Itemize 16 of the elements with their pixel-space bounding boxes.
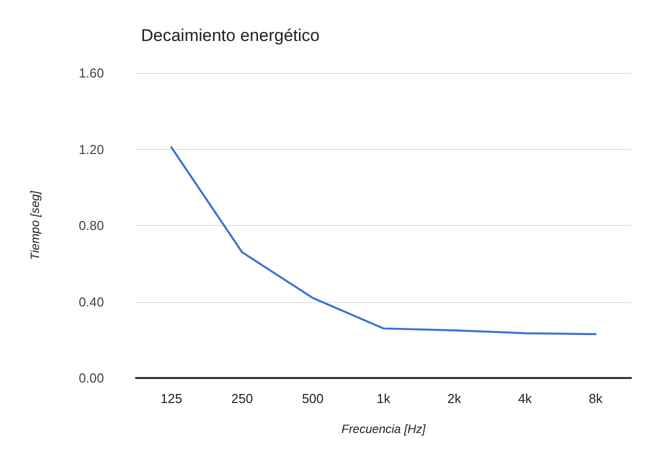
y-tick-label: 1.20 (78, 142, 104, 157)
x-tick-label: 125 (160, 391, 182, 406)
x-tick-label: 4k (518, 391, 532, 406)
y-tick-label: 1.60 (78, 66, 104, 80)
x-tick-label: 250 (231, 391, 253, 406)
y-tick-label: 0.00 (78, 370, 104, 386)
y-tick-label: 0.40 (78, 294, 104, 310)
x-axis-title: Frecuencia [Hz] (341, 422, 426, 436)
line-series (170, 146, 597, 336)
x-tick-label: 1k (376, 391, 391, 406)
x-tick-label: 2k (447, 391, 462, 406)
x-tick-label: 500 (302, 391, 324, 406)
chart-title: Decaimiento energético (141, 26, 320, 45)
x-tick-label: 8k (588, 391, 604, 406)
y-tick-label: 0.80 (78, 218, 104, 233)
y-axis-title: Tiempo [seg] (28, 190, 42, 260)
